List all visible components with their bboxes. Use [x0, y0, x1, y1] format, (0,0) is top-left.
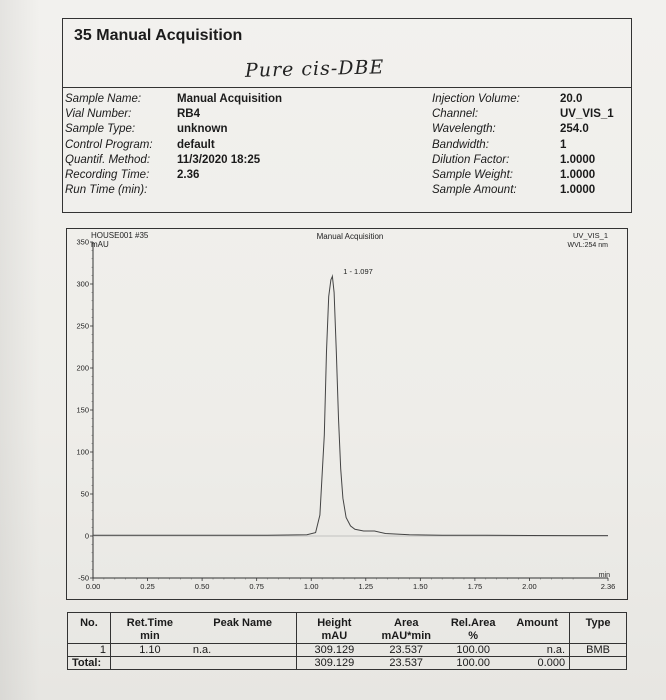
info-value: 254.0	[560, 123, 589, 136]
empty-cell	[569, 656, 627, 670]
info-value: unknown	[177, 123, 228, 136]
info-value: 2.36	[177, 169, 200, 182]
info-label: Sample Amount:	[432, 184, 517, 197]
empty-cell	[189, 657, 297, 670]
sample-info-left-values: Manual Acquisition RB4 unknown default 1…	[177, 92, 282, 183]
header-no: No.	[67, 612, 111, 644]
sample-info-right-values: 20.0 UV_VIS_1 254.0 1 1.0000 1.0000 1.00…	[560, 92, 614, 198]
info-value: UV_VIS_1	[560, 108, 614, 121]
info-label: Recording Time:	[65, 169, 150, 182]
info-value: 1.0000	[560, 184, 596, 197]
header-amount: Amount	[516, 617, 558, 629]
sample-info-right-labels: Injection Volume: Channel: Wavelength: B…	[432, 92, 520, 198]
results-table: No. Ret.Time min Peak Name Height mAU Ar…	[67, 612, 627, 670]
info-label: Run Time (min):	[65, 184, 148, 197]
header-peak-name: Peak Name	[213, 617, 272, 629]
info-label: Control Program:	[65, 138, 153, 151]
sample-info-left-labels: Sample Name: Vial Number: Sample Type: C…	[65, 92, 153, 198]
info-label: Dilution Factor:	[432, 153, 510, 166]
sample-info-box	[62, 87, 632, 213]
info-label: Sample Weight:	[432, 169, 513, 182]
cell-height: 309.129	[296, 643, 372, 657]
cell-rel-area: 100.00	[456, 644, 490, 656]
report-title: 35 Manual Acquisition	[74, 27, 243, 44]
header-rel-area: Rel.Area %	[450, 617, 496, 642]
info-value: 11/3/2020 18:25	[177, 153, 261, 166]
handwritten-note: Pure cis-DBE	[244, 56, 385, 82]
empty-cell	[110, 657, 188, 670]
results-header-row: No. Ret.Time min Peak Name Height mAU Ar…	[67, 612, 627, 644]
cell-area: 23.537	[389, 644, 424, 656]
header-height: Height mAU	[296, 612, 372, 644]
info-label: Wavelength:	[432, 123, 496, 136]
cell-type: BMB	[569, 643, 627, 657]
chromatogram-frame	[66, 228, 628, 600]
cell-amount: n.a.	[546, 644, 566, 656]
cell-peak-name: n.a.	[192, 644, 212, 656]
cell-no: 1	[67, 643, 111, 657]
info-value: RB4	[177, 108, 201, 121]
total-label: Total:	[67, 656, 111, 670]
table-row: 1 1.10 n.a. 309.129 23.537 100.00 n.a. B…	[67, 643, 627, 657]
info-label: Channel:	[432, 108, 479, 121]
total-area: 23.537	[389, 657, 424, 669]
info-value: 1	[560, 138, 567, 151]
header-type: Type	[569, 612, 627, 644]
info-value: default	[177, 138, 215, 151]
cell-ret-time: 1.10	[139, 644, 161, 656]
info-value: 20.0	[560, 93, 583, 105]
page-shadow	[0, 0, 40, 700]
info-value: 1.0000	[560, 153, 596, 166]
info-label: Injection Volume:	[432, 93, 520, 105]
info-value: Manual Acquisition	[177, 93, 282, 105]
total-rel-area: 100.00	[456, 657, 490, 669]
info-label: Vial Number:	[65, 108, 132, 121]
info-value: 1.0000	[560, 169, 596, 182]
info-label: Bandwidth:	[432, 138, 489, 151]
info-label: Sample Name:	[65, 93, 142, 105]
table-total-row: Total: 309.129 23.537 100.00 0.000	[67, 656, 627, 670]
total-amount: 0.000	[537, 657, 566, 669]
info-label: Sample Type:	[65, 123, 136, 136]
header-area: Area mAU*min	[381, 617, 431, 642]
header-ret-time: Ret.Time min	[126, 617, 174, 642]
info-label: Quantif. Method:	[65, 153, 151, 166]
total-height: 309.129	[296, 656, 372, 670]
